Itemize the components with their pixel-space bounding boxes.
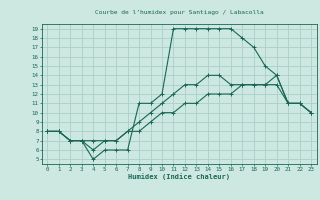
Text: Courbe de l’humidex pour Santiago / Labacolla: Courbe de l’humidex pour Santiago / Laba… <box>95 10 264 15</box>
X-axis label: Humidex (Indice chaleur): Humidex (Indice chaleur) <box>128 173 230 180</box>
